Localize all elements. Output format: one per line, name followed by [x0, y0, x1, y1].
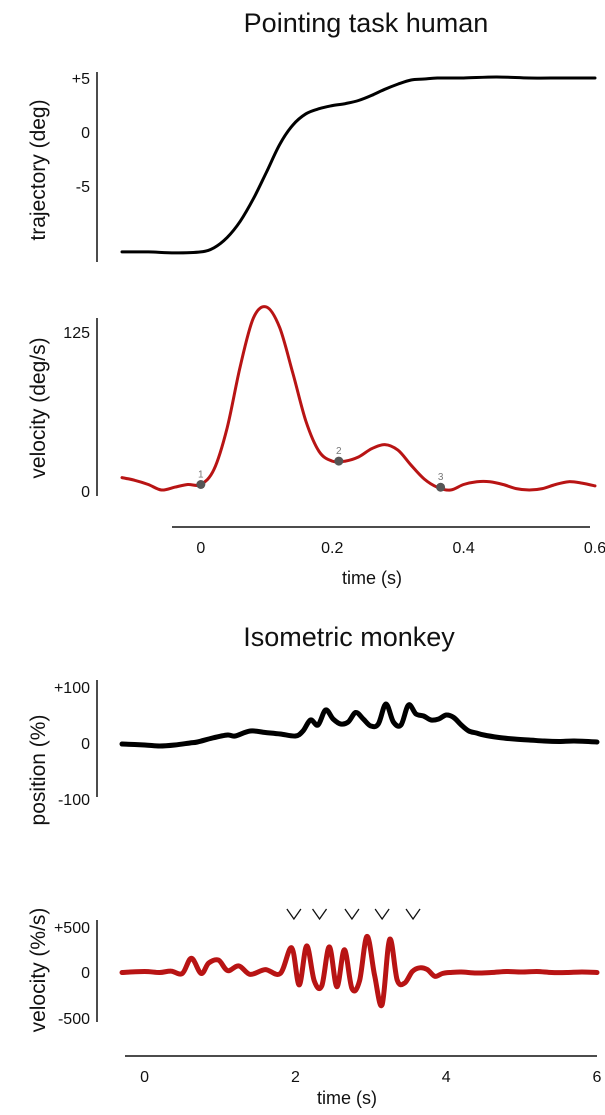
position-y-tick: -100 [58, 792, 90, 809]
human-velocity-y-tick: 125 [63, 325, 90, 342]
position-y-label: position (%) [27, 715, 50, 826]
trajectory-y-label: trajectory (deg) [27, 99, 50, 240]
peak-chevron [312, 908, 328, 921]
x-tick-label: 4 [442, 1069, 451, 1086]
peak-chevron [374, 908, 390, 921]
monkey-velocity-y-tick: -500 [58, 1011, 90, 1028]
peak-chevron [405, 908, 421, 921]
position-y-tick: +100 [54, 680, 90, 697]
x-tick-label: 0.6 [584, 540, 605, 557]
human-velocity-panel: velocity (deg/s) 125 0 1 2 3 0 0.2 0.4 0.6 ti… [27, 305, 605, 588]
velocity-marker [436, 482, 446, 492]
title-pointing-task: Pointing task human [244, 8, 489, 38]
monkey-velocity-y-tick: +500 [54, 920, 90, 937]
x-tick-label: 0 [140, 1069, 149, 1086]
velocity-marker-label: 2 [336, 446, 342, 457]
monkey-velocity-y-tick: 0 [81, 965, 90, 982]
trajectory-y-tick: 0 [81, 125, 90, 142]
velocity-marker-label: 3 [438, 472, 444, 483]
velocity-marker-label: 1 [198, 469, 204, 480]
peak-chevron [344, 908, 360, 921]
human-velocity-line [120, 305, 597, 492]
trajectory-line [120, 75, 597, 255]
x-tick-label: 2 [291, 1069, 300, 1086]
position-line [119, 701, 600, 749]
x-tick-label: 6 [593, 1069, 602, 1086]
velocity-marker [196, 479, 206, 489]
title-isometric-monkey: Isometric monkey [243, 622, 455, 652]
human-velocity-y-label: velocity (deg/s) [27, 337, 50, 478]
x-tick-label: 0.2 [321, 540, 343, 557]
trajectory-panel: trajectory (deg) +5 0 -5 [27, 71, 597, 262]
peak-chevron [286, 908, 302, 921]
velocity-marker [334, 456, 344, 466]
x-tick-label: 0.4 [452, 540, 474, 557]
monkey-velocity-panel: velocity (%/s) +500 0 -500 0 2 4 6 time (s) [27, 908, 602, 1108]
monkey-velocity-line [119, 933, 600, 1009]
human-velocity-y-tick: 0 [81, 484, 90, 501]
monkey-velocity-y-label: velocity (%/s) [27, 908, 50, 1033]
position-panel: position (%) +100 0 -100 [27, 680, 600, 826]
human-time-x-label: time (s) [342, 568, 402, 588]
x-tick-label: 0 [196, 540, 205, 557]
position-y-tick: 0 [81, 736, 90, 753]
trajectory-y-tick: +5 [72, 71, 90, 88]
monkey-time-x-label: time (s) [317, 1088, 377, 1108]
trajectory-y-tick: -5 [76, 179, 90, 196]
